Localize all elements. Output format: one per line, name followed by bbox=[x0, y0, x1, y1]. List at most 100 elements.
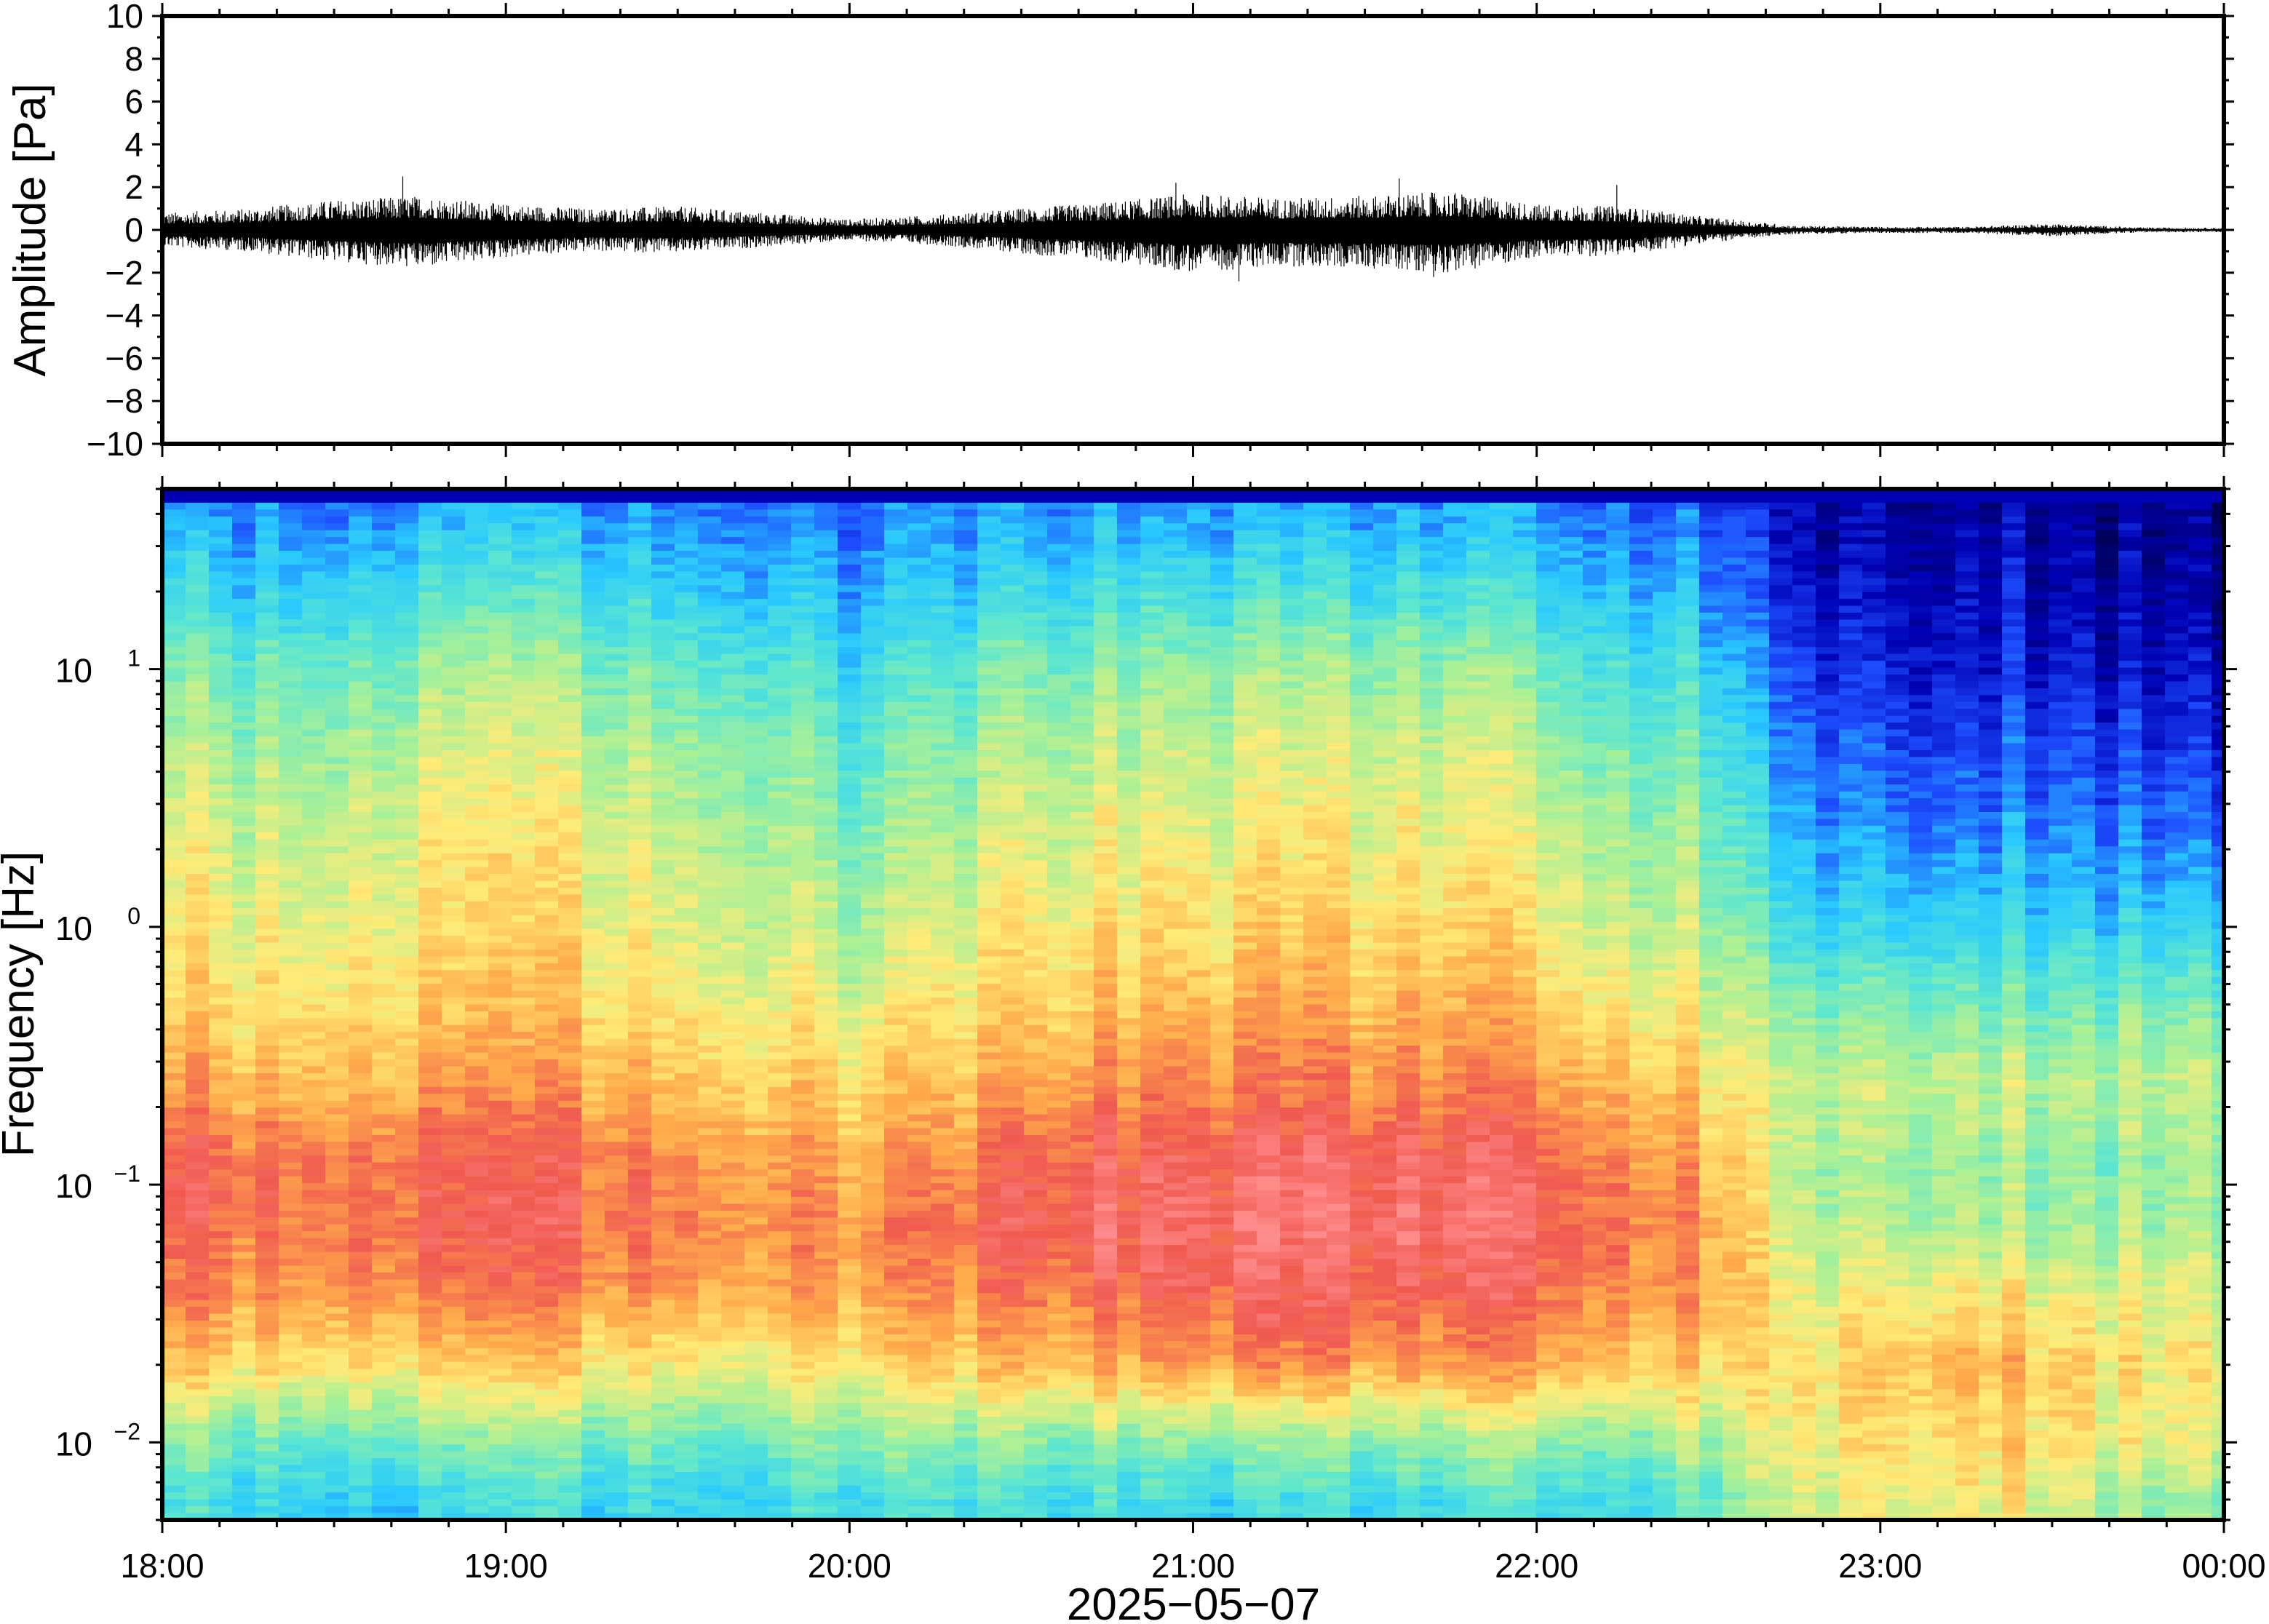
spectrogram-cell bbox=[698, 1355, 722, 1363]
spectrogram-cell bbox=[605, 1073, 629, 1081]
spectrogram-cell bbox=[675, 757, 699, 765]
spectrogram-cell bbox=[907, 674, 931, 682]
spectrogram-cell bbox=[698, 963, 722, 971]
spectrogram-cell bbox=[838, 633, 862, 641]
spectrogram-cell bbox=[838, 729, 862, 737]
spectrogram-cell bbox=[465, 509, 489, 517]
spectrogram-cell bbox=[768, 523, 792, 531]
spectrogram-cell bbox=[651, 723, 675, 731]
spectrogram-cell bbox=[465, 1361, 489, 1370]
spectrogram-cell bbox=[628, 571, 652, 579]
spectrogram-cell bbox=[418, 970, 442, 978]
spectrogram-cell bbox=[628, 592, 652, 600]
spectrogram-cell bbox=[535, 537, 559, 545]
spectrogram-cell bbox=[675, 1197, 699, 1205]
spectrogram-cell bbox=[535, 1080, 559, 1088]
spectrogram-cell bbox=[209, 750, 233, 758]
spectrogram-cell bbox=[558, 674, 582, 682]
spectrogram-cell bbox=[838, 578, 862, 586]
spectrogram-cell bbox=[372, 723, 396, 731]
spectrogram-cell bbox=[884, 1272, 908, 1281]
spectrogram-cell bbox=[395, 1011, 419, 1019]
spectrogram-cell bbox=[861, 626, 885, 634]
spectrogram-cell bbox=[418, 1265, 442, 1273]
spectrogram-cell bbox=[744, 990, 768, 998]
spectrogram-cell bbox=[325, 1169, 349, 1177]
spectrogram-cell bbox=[279, 1451, 303, 1459]
spectrogram-cell bbox=[838, 1121, 862, 1129]
spectrogram-cell bbox=[861, 846, 885, 854]
spectrogram-cell bbox=[255, 530, 279, 538]
spectrogram-cell bbox=[349, 846, 373, 854]
spectrogram-cell bbox=[698, 1114, 722, 1122]
spectrogram-cell bbox=[162, 626, 186, 634]
spectrogram-cell bbox=[186, 551, 210, 559]
spectrogram-cell bbox=[488, 1094, 512, 1102]
spectrogram-cell bbox=[209, 777, 233, 786]
spectrogram-cell bbox=[581, 1327, 605, 1335]
spectrogram-cell bbox=[558, 1478, 582, 1486]
spectrogram-cell bbox=[558, 1499, 582, 1508]
spectrogram-cell bbox=[512, 970, 536, 978]
spectrogram-cell bbox=[512, 1375, 536, 1383]
spectrogram-cell bbox=[675, 763, 699, 772]
spectrogram-cell bbox=[814, 1038, 838, 1047]
waveform-y-tick-label: 4 bbox=[124, 125, 143, 163]
spectrogram-cell bbox=[465, 805, 489, 813]
spectrogram-cell bbox=[255, 1197, 279, 1205]
spectrogram-cell bbox=[605, 1293, 629, 1301]
spectrogram-cell bbox=[488, 887, 512, 896]
spectrogram-cell bbox=[675, 1492, 699, 1500]
spectrogram-cell bbox=[721, 791, 745, 800]
spectrogram-cell bbox=[279, 874, 303, 882]
spectrogram-cell bbox=[721, 647, 745, 655]
spectrogram-cell bbox=[279, 1086, 303, 1095]
spectrogram-cell bbox=[325, 1279, 349, 1287]
spectrogram-cell bbox=[209, 723, 233, 731]
spectrogram-cell bbox=[675, 1286, 699, 1294]
spectrogram-cell bbox=[907, 626, 931, 634]
spectrogram-cell bbox=[838, 1114, 862, 1122]
spectrogram-cell bbox=[861, 1024, 885, 1033]
spectrogram-cell bbox=[651, 1245, 675, 1253]
spectrogram-cell bbox=[372, 908, 396, 916]
spectrogram-cell bbox=[279, 489, 303, 497]
spectrogram-cell bbox=[558, 867, 582, 875]
spectrogram-cell bbox=[209, 887, 233, 896]
spectrogram-cell bbox=[814, 1004, 838, 1012]
spectrogram-cell bbox=[814, 1135, 838, 1143]
spectrogram-cell bbox=[744, 1369, 768, 1377]
spectrogram-cell bbox=[488, 1444, 512, 1452]
spectrogram-cell bbox=[349, 1018, 373, 1026]
spectrogram-cell bbox=[395, 1024, 419, 1033]
spectrogram-cell bbox=[605, 523, 629, 531]
spectrogram-cell bbox=[628, 998, 652, 1006]
spectrogram-cell bbox=[395, 812, 419, 820]
spectrogram-cell bbox=[651, 1299, 675, 1308]
spectrogram-cell bbox=[465, 998, 489, 1006]
spectrogram-cell bbox=[768, 592, 792, 600]
spectrogram-cell bbox=[605, 1513, 629, 1520]
spectrogram-cell bbox=[628, 715, 652, 724]
spectrogram-cell bbox=[512, 1121, 536, 1129]
spectrogram-cell bbox=[744, 1046, 768, 1054]
spectrogram-cell bbox=[628, 784, 652, 792]
spectrogram-cell bbox=[838, 1155, 862, 1163]
spectrogram-cell bbox=[744, 1451, 768, 1459]
spectrogram-cell bbox=[884, 1369, 908, 1377]
spectrogram-cell bbox=[698, 867, 722, 875]
spectrogram-cell bbox=[372, 736, 396, 744]
spectrogram-cell bbox=[279, 551, 303, 559]
spectrogram-cell bbox=[651, 1279, 675, 1287]
spectrogram-cell bbox=[418, 544, 442, 552]
spectrogram-cell bbox=[535, 1176, 559, 1185]
spectrogram-cell bbox=[255, 832, 279, 840]
spectrogram-cell bbox=[302, 688, 326, 696]
spectrogram-cell bbox=[512, 709, 536, 717]
spectrogram-cell bbox=[768, 723, 792, 731]
spectrogram-cell bbox=[721, 557, 745, 565]
spectrogram-cell bbox=[255, 502, 279, 511]
spectrogram-cell bbox=[395, 1361, 419, 1370]
spectrogram-cell bbox=[395, 592, 419, 600]
spectrogram-cell bbox=[581, 1162, 605, 1171]
